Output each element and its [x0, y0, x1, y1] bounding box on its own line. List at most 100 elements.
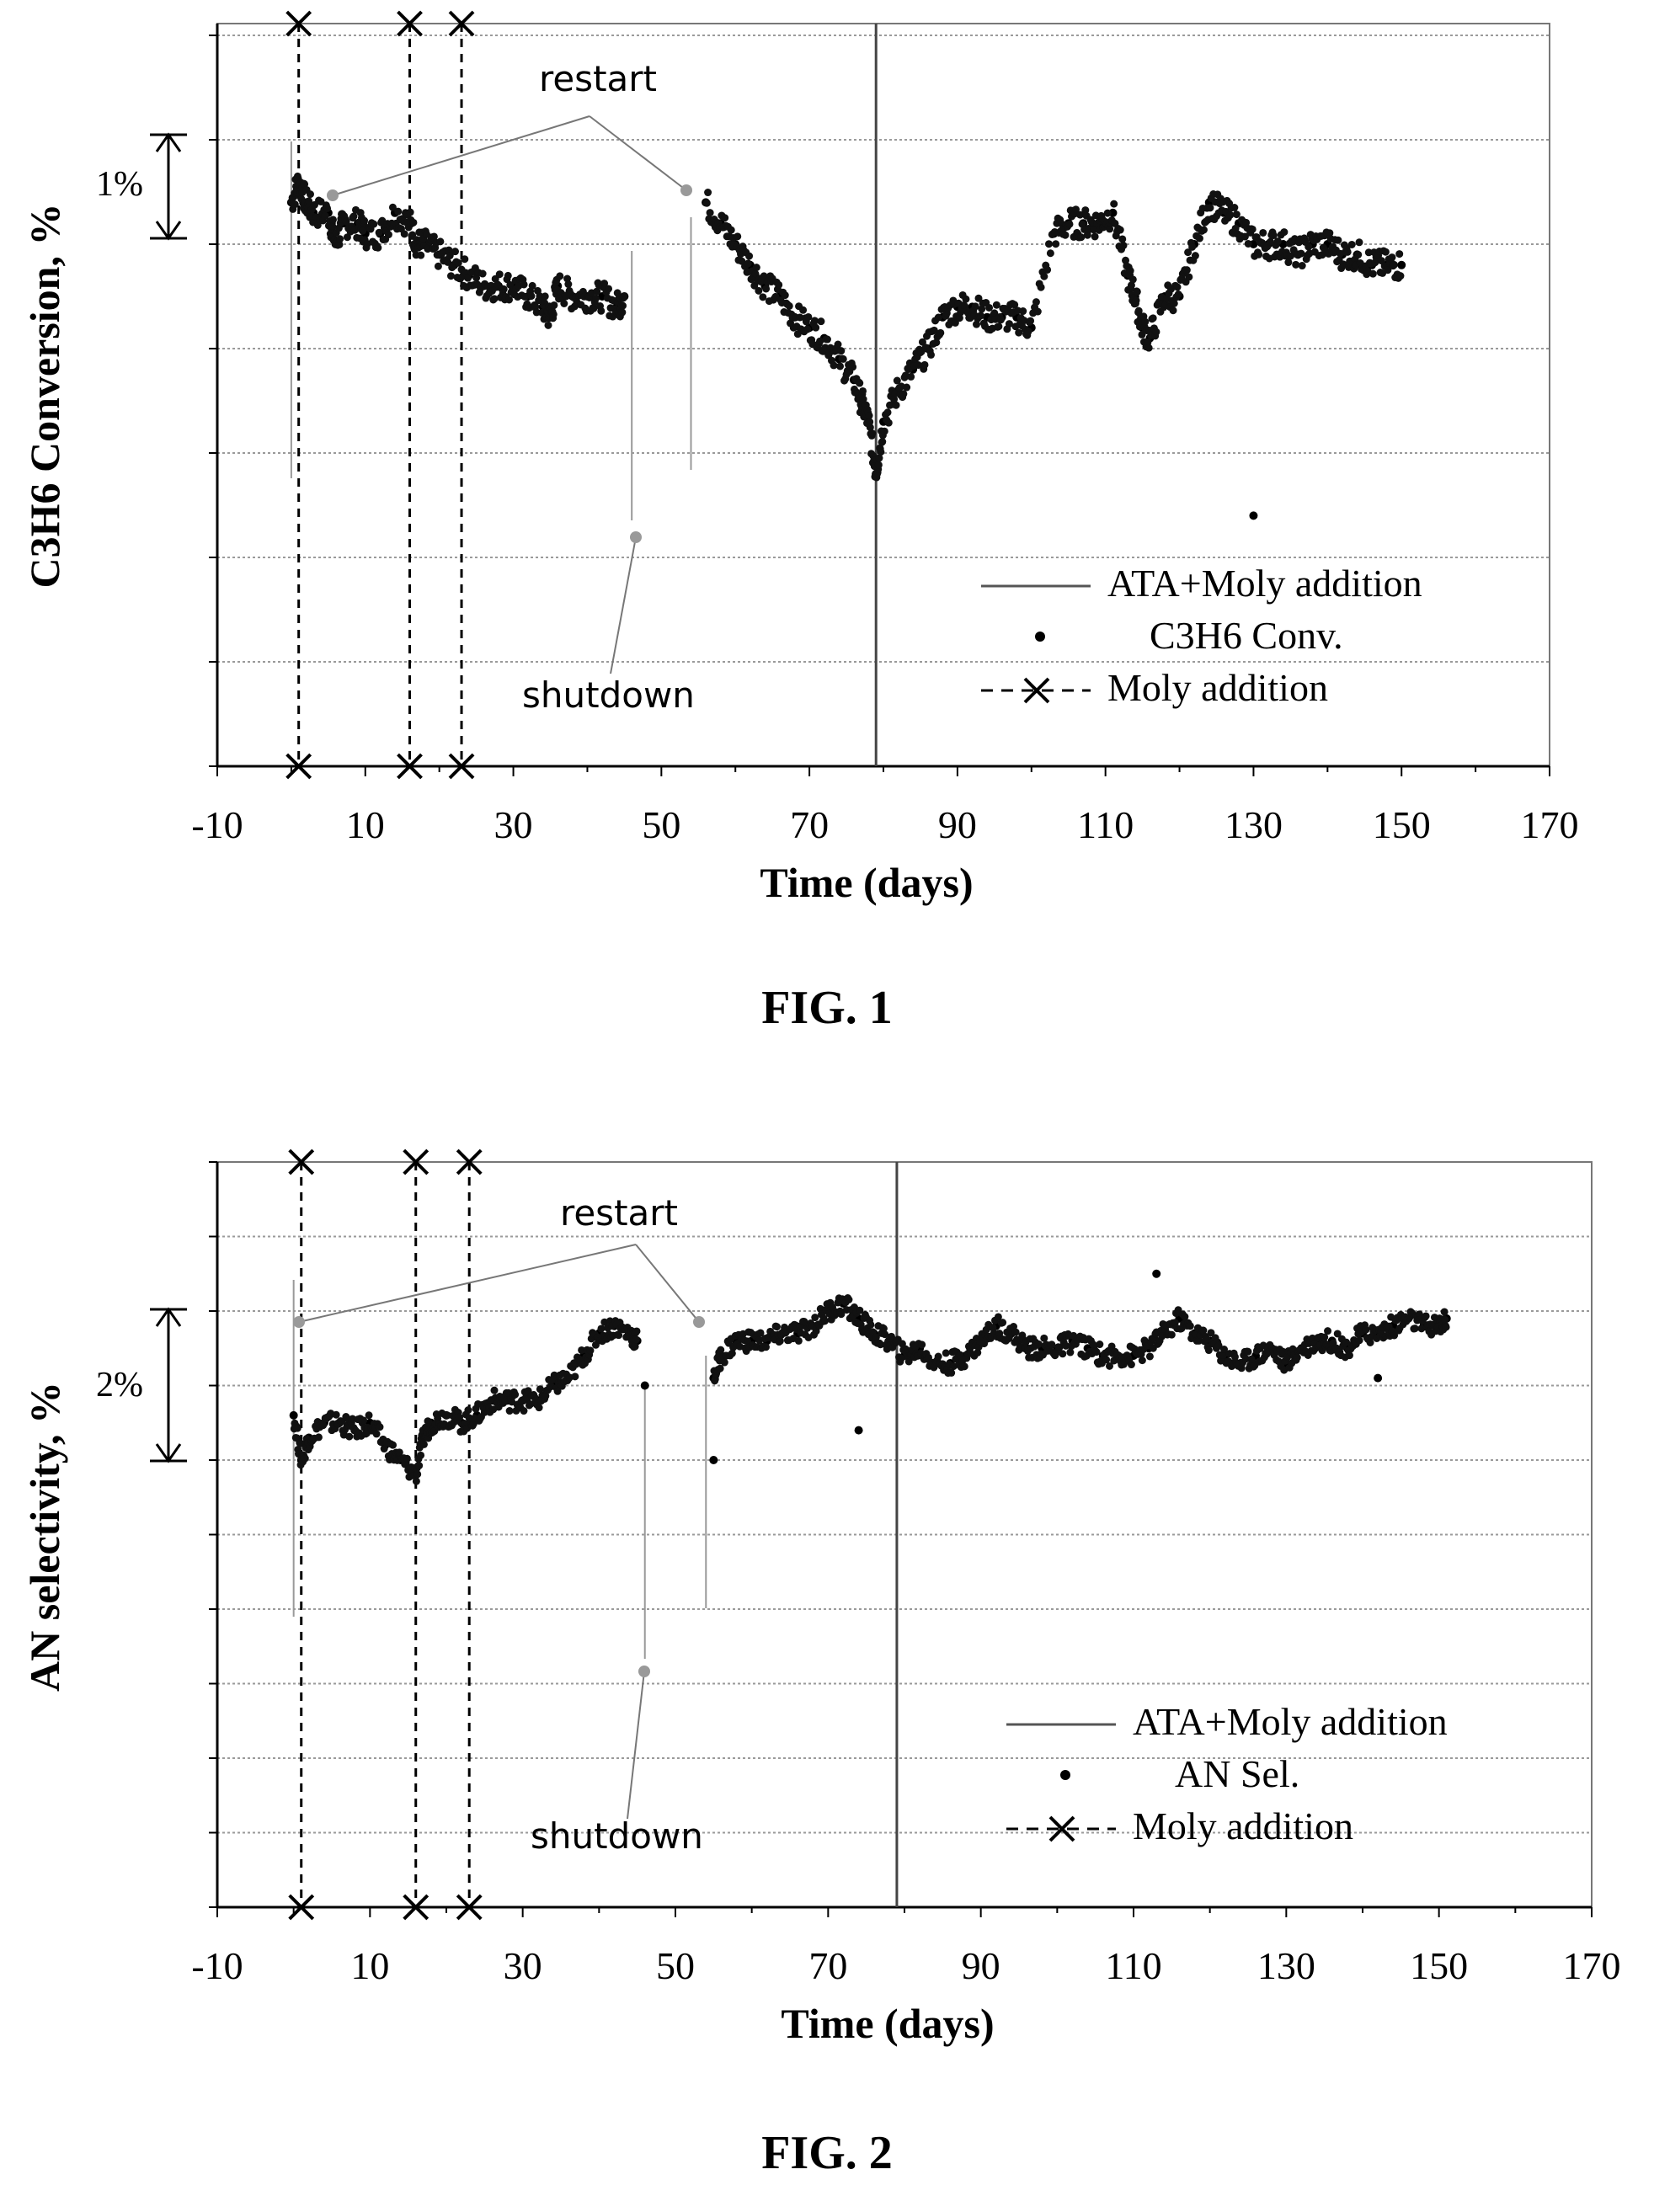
data-point	[702, 199, 711, 207]
data-point	[990, 309, 999, 317]
moly-addition-marker	[403, 1894, 430, 1921]
data-point	[884, 418, 893, 427]
data-point	[1298, 262, 1306, 270]
moly-addition-marker	[285, 10, 312, 37]
data-point	[880, 427, 888, 435]
data-point	[1244, 1347, 1252, 1356]
data-point	[1230, 203, 1239, 211]
data-point	[1152, 1269, 1161, 1278]
data-point	[461, 255, 469, 264]
data-point	[1203, 1335, 1211, 1343]
data-point	[1027, 317, 1035, 325]
data-point	[1127, 1361, 1135, 1369]
x-tick-label: 90	[938, 803, 977, 846]
data-point	[1019, 307, 1027, 316]
data-point	[319, 1421, 328, 1430]
data-point	[899, 390, 908, 398]
data-point	[1355, 1336, 1363, 1345]
data-point	[1077, 233, 1086, 242]
data-point	[1015, 328, 1023, 337]
data-point	[762, 285, 771, 293]
data-point	[803, 325, 812, 333]
data-point	[436, 237, 445, 246]
data-point	[454, 259, 462, 267]
data-point	[1126, 267, 1134, 275]
data-point	[1149, 314, 1157, 322]
data-point	[775, 280, 783, 289]
x-tick-label: 170	[1521, 803, 1579, 846]
data-point	[1334, 236, 1342, 244]
data-point	[342, 217, 350, 226]
data-point	[1240, 232, 1249, 241]
data-point	[974, 294, 983, 302]
x-tick-label: 10	[350, 1944, 389, 1987]
scale-bar-label: 1%	[96, 165, 143, 204]
data-point	[345, 1432, 354, 1441]
data-point	[417, 251, 425, 259]
data-point	[505, 296, 514, 304]
annotation-restart: restart	[560, 1192, 678, 1234]
data-point	[446, 252, 454, 260]
data-point	[836, 362, 845, 370]
data-point	[464, 274, 472, 282]
chart-1: -10 10 30 50 70 90 110 130 150 170 Time (days) C3H6…	[21, 10, 1579, 906]
data-point	[816, 337, 824, 345]
legend-dot-swatch	[1035, 632, 1045, 642]
data-point	[1390, 260, 1398, 269]
x-tick-label: 90	[962, 1944, 1000, 1987]
data-point	[1321, 1333, 1329, 1341]
data-point	[845, 1295, 853, 1303]
data-point	[995, 322, 1003, 331]
data-point	[834, 340, 842, 349]
data-point	[879, 1325, 888, 1333]
data-point	[317, 197, 325, 205]
data-point	[892, 401, 900, 409]
data-point	[785, 301, 793, 310]
data-point	[999, 1319, 1007, 1327]
data-point	[1284, 259, 1293, 267]
data-point	[837, 347, 846, 355]
data-point	[716, 1364, 724, 1373]
data-point	[1355, 238, 1363, 247]
annotation-shutdown-arrowhead	[638, 1666, 650, 1677]
data-point	[1269, 232, 1278, 240]
data-point	[544, 321, 552, 329]
legend-x-marker	[1048, 1815, 1075, 1842]
data-point	[451, 248, 459, 256]
x-tick-label: 70	[808, 1944, 847, 1987]
x-tick-label: 50	[656, 1944, 695, 1987]
data-point	[1395, 250, 1404, 259]
data-point	[1170, 299, 1178, 307]
x-axis-label: Time (days)	[760, 859, 973, 906]
data-point	[942, 1349, 950, 1357]
data-point	[1152, 328, 1160, 336]
data-point	[1182, 266, 1191, 275]
x-tick-label: 130	[1224, 803, 1283, 846]
data-point	[1043, 265, 1052, 274]
data-point	[1292, 260, 1300, 269]
legend-entry-label: AN Sel.	[1175, 1752, 1299, 1795]
data-point	[504, 271, 512, 280]
legend-x-marker	[1023, 677, 1050, 704]
data-point	[996, 316, 1005, 324]
data-point	[590, 304, 598, 312]
data-point	[1214, 1341, 1223, 1350]
data-point	[314, 1433, 323, 1442]
data-point	[1273, 237, 1282, 246]
data-point	[812, 323, 820, 332]
data-point	[375, 228, 383, 237]
data-point	[1259, 228, 1267, 237]
data-point	[903, 383, 911, 392]
data-point	[781, 291, 789, 300]
data-point	[823, 335, 831, 344]
data-point	[403, 1454, 411, 1463]
data-point	[640, 1381, 649, 1390]
data-point	[752, 264, 760, 272]
annotation-restart-leader	[298, 1244, 637, 1323]
x-tick-label: 130	[1257, 1944, 1315, 1987]
annotation-restart-arrowhead	[293, 1316, 305, 1328]
data-point	[446, 272, 455, 280]
data-point	[620, 292, 628, 301]
data-point	[1369, 269, 1377, 278]
